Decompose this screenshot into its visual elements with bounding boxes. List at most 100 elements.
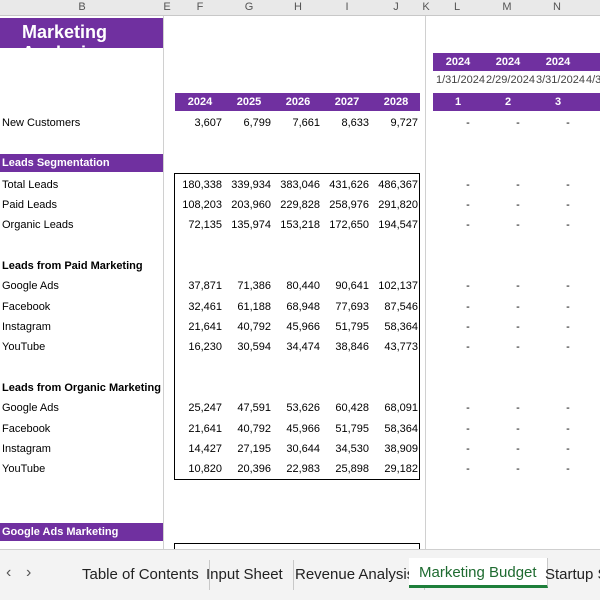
cell-value[interactable]: 8,633 xyxy=(341,117,369,129)
tab-table-of-contents[interactable]: Table of Contents xyxy=(72,560,210,590)
cell-dash[interactable]: - xyxy=(516,117,520,129)
cell-value[interactable]: 68,948 xyxy=(286,301,320,313)
cell-value[interactable]: 486,367 xyxy=(378,179,418,191)
cell-dash[interactable]: - xyxy=(466,463,470,475)
cell-dash[interactable]: - xyxy=(516,443,520,455)
cell-dash[interactable]: - xyxy=(466,219,470,231)
cell-value[interactable]: 10,820 xyxy=(188,463,222,475)
cell-value[interactable]: 90,641 xyxy=(335,280,369,292)
row-label-organic-instagram[interactable]: Instagram xyxy=(2,443,51,455)
cell-value[interactable]: 6,799 xyxy=(243,117,271,129)
cell-dash[interactable]: - xyxy=(516,341,520,353)
row-label-paid-google-ads[interactable]: Google Ads xyxy=(2,280,59,292)
cell-dash[interactable]: - xyxy=(566,443,570,455)
row-label-paid-youtube[interactable]: YouTube xyxy=(2,341,46,353)
cell-value[interactable]: 47,591 xyxy=(237,402,271,414)
row-label-new-customers[interactable]: New Customers xyxy=(2,117,81,129)
cell-value[interactable]: 38,909 xyxy=(384,443,418,455)
cell-value[interactable]: 21,641 xyxy=(188,423,222,435)
cell-dash[interactable]: - xyxy=(516,219,520,231)
cell-dash[interactable]: - xyxy=(516,402,520,414)
cell-value[interactable]: 27,195 xyxy=(237,443,271,455)
cell-value[interactable]: 20,396 xyxy=(237,463,271,475)
cell-value[interactable]: 37,871 xyxy=(188,280,222,292)
col-header-g[interactable]: G xyxy=(244,1,254,13)
cell-value[interactable]: 29,182 xyxy=(384,463,418,475)
row-label-organic-google-ads[interactable]: Google Ads xyxy=(2,402,59,414)
cell-dash[interactable]: - xyxy=(466,179,470,191)
col-header-i[interactable]: I xyxy=(345,1,349,13)
cell-dash[interactable]: - xyxy=(516,463,520,475)
cell-value[interactable]: 34,530 xyxy=(335,443,369,455)
cell-dash[interactable]: - xyxy=(566,280,570,292)
col-header-n[interactable]: N xyxy=(553,1,561,13)
cell-dash[interactable]: - xyxy=(466,321,470,333)
cell-dash[interactable]: - xyxy=(466,402,470,414)
cell-dash[interactable]: - xyxy=(566,402,570,414)
cell-value[interactable]: 40,792 xyxy=(237,321,271,333)
cell-value[interactable]: 108,203 xyxy=(182,199,222,211)
cell-dash[interactable]: - xyxy=(566,219,570,231)
cell-value[interactable]: 153,218 xyxy=(280,219,320,231)
col-header-l[interactable]: L xyxy=(453,1,461,13)
row-label-organic-youtube[interactable]: YouTube xyxy=(2,463,46,475)
cell-dash[interactable]: - xyxy=(466,301,470,313)
cell-dash[interactable]: - xyxy=(516,301,520,313)
cell-value[interactable]: 51,795 xyxy=(335,423,369,435)
cell-value[interactable]: 30,594 xyxy=(237,341,271,353)
row-label-paid-leads[interactable]: Paid Leads xyxy=(2,199,58,211)
cell-dash[interactable]: - xyxy=(566,199,570,211)
cell-value[interactable]: 194,547 xyxy=(378,219,418,231)
cell-value[interactable]: 51,795 xyxy=(335,321,369,333)
cell-value[interactable]: 229,828 xyxy=(280,199,320,211)
col-header-j[interactable]: J xyxy=(393,1,399,13)
cell-dash[interactable]: - xyxy=(466,341,470,353)
col-header-k[interactable]: K xyxy=(422,1,430,13)
cell-value[interactable]: 87,546 xyxy=(384,301,418,313)
cell-value[interactable]: 25,247 xyxy=(188,402,222,414)
cell-value[interactable]: 3,607 xyxy=(194,117,222,129)
cell-value[interactable]: 58,364 xyxy=(384,423,418,435)
cell-value[interactable]: 71,386 xyxy=(237,280,271,292)
cell-value[interactable]: 68,091 xyxy=(384,402,418,414)
cell-value[interactable]: 7,661 xyxy=(292,117,320,129)
row-label-organic-leads[interactable]: Organic Leads xyxy=(2,219,74,231)
col-header-f[interactable]: F xyxy=(196,1,204,13)
tab-marketing-budget[interactable]: Marketing Budget xyxy=(409,558,548,588)
cell-value[interactable]: 172,650 xyxy=(329,219,369,231)
section-header-google-ads-marketing[interactable]: Google Ads Marketing xyxy=(0,523,163,541)
cell-value[interactable]: 431,626 xyxy=(329,179,369,191)
row-label-total-leads[interactable]: Total Leads xyxy=(2,179,59,191)
cell-value[interactable]: 14,427 xyxy=(188,443,222,455)
next-sheet-icon[interactable]: › xyxy=(26,564,32,581)
cell-value[interactable]: 16,230 xyxy=(188,341,222,353)
row-label-paid-facebook[interactable]: Facebook xyxy=(2,301,51,313)
cell-value[interactable]: 25,898 xyxy=(335,463,369,475)
cell-value[interactable]: 21,641 xyxy=(188,321,222,333)
cell-value[interactable]: 80,440 xyxy=(286,280,320,292)
cell-dash[interactable]: - xyxy=(466,117,470,129)
cell-dash[interactable]: - xyxy=(566,321,570,333)
tab-revenue-analysis[interactable]: Revenue Analysis xyxy=(285,560,426,590)
tab-startup-summary[interactable]: Startup Su xyxy=(535,560,600,590)
cell-dash[interactable]: - xyxy=(466,280,470,292)
cell-value[interactable]: 32,461 xyxy=(188,301,222,313)
cell-dash[interactable]: - xyxy=(566,341,570,353)
cell-value[interactable]: 45,966 xyxy=(286,423,320,435)
cell-dash[interactable]: - xyxy=(516,199,520,211)
prev-sheet-icon[interactable]: ‹ xyxy=(6,564,12,581)
col-header-b[interactable]: B xyxy=(78,1,86,13)
cell-value[interactable]: 72,135 xyxy=(188,219,222,231)
cell-dash[interactable]: - xyxy=(566,301,570,313)
row-label-organic-facebook[interactable]: Facebook xyxy=(2,423,51,435)
cell-dash[interactable]: - xyxy=(466,443,470,455)
cell-value[interactable]: 40,792 xyxy=(237,423,271,435)
col-header-h[interactable]: H xyxy=(294,1,302,13)
cell-value[interactable]: 291,820 xyxy=(378,199,418,211)
cell-value[interactable]: 258,976 xyxy=(329,199,369,211)
subsection-header-paid[interactable]: Leads from Paid Marketing xyxy=(2,260,143,272)
section-header-leads-segmentation[interactable]: Leads Segmentation xyxy=(0,154,163,172)
cell-dash[interactable]: - xyxy=(516,280,520,292)
cell-value[interactable]: 34,474 xyxy=(286,341,320,353)
cell-value[interactable]: 61,188 xyxy=(237,301,271,313)
